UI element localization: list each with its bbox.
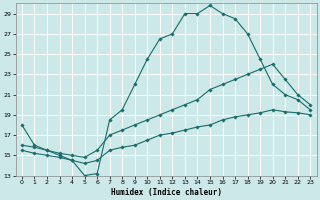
X-axis label: Humidex (Indice chaleur): Humidex (Indice chaleur) (111, 188, 221, 197)
